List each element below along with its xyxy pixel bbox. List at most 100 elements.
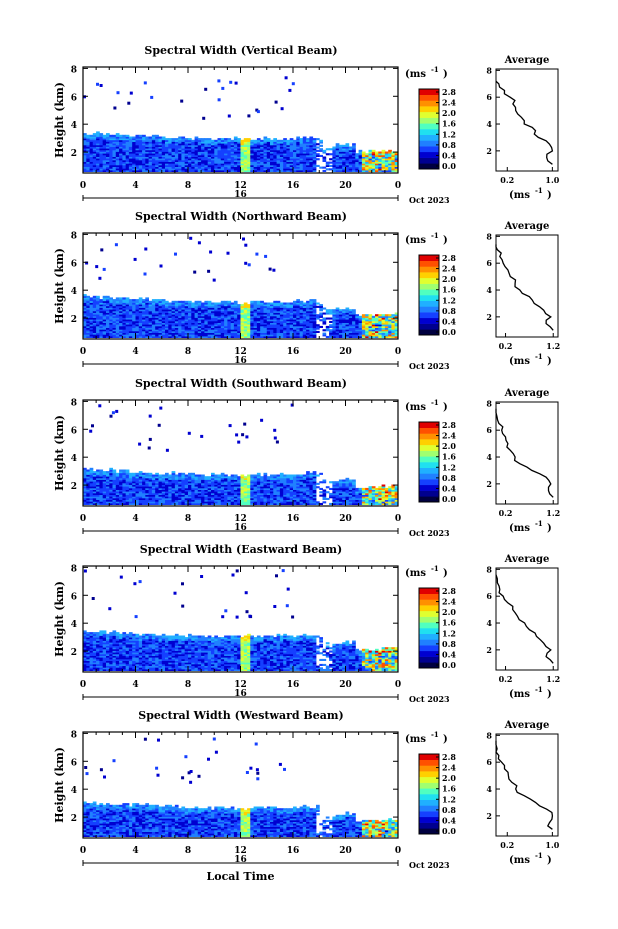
heatmap-cell — [273, 168, 277, 171]
heatmap-cell — [293, 320, 297, 323]
heatmap-cell — [270, 334, 274, 337]
heatmap-cell — [142, 476, 146, 479]
heatmap-cell — [148, 479, 153, 482]
heatmap-cell — [211, 148, 215, 151]
heatmap-cell — [204, 302, 209, 305]
heatmap-cell — [86, 163, 90, 166]
heatmap-cell — [102, 309, 107, 312]
heatmap-cell — [132, 302, 136, 305]
heatmap-cell — [289, 168, 294, 171]
heatmap-cell — [204, 489, 209, 492]
colorbar-swatch — [419, 295, 439, 301]
heatmap-cell — [135, 302, 140, 305]
heatmap-cell — [99, 499, 104, 502]
heatmap-cell — [227, 138, 232, 141]
heatmap-cell — [286, 154, 291, 157]
heatmap-cell — [181, 334, 186, 337]
heatmap-cell — [112, 484, 117, 487]
heatmap-cell — [191, 324, 195, 327]
heatmap-cell — [233, 315, 238, 318]
heatmap-cell — [270, 335, 274, 338]
heatmap-cell — [227, 481, 232, 484]
heatmap-cell — [174, 476, 179, 479]
heatmap-cell — [165, 149, 169, 152]
heatmap-cell — [168, 166, 172, 169]
heatmap-cell — [204, 477, 209, 480]
panel-title: Spectral Width (Southward Beam) — [135, 377, 347, 390]
heatmap-cell — [204, 315, 209, 318]
heatmap-cell — [161, 153, 166, 156]
heatmap-cell — [197, 146, 202, 149]
heatmap-cell — [96, 497, 100, 500]
heatmap-cell — [365, 164, 369, 167]
heatmap-cell — [352, 164, 356, 167]
heatmap-cell — [306, 168, 310, 171]
heatmap-cell — [165, 161, 169, 164]
heatmap-cell — [148, 492, 153, 495]
heatmap-cell — [207, 489, 212, 492]
heatmap-cell — [112, 491, 117, 494]
heatmap-cell — [115, 168, 120, 171]
heatmap-cell — [158, 166, 163, 169]
heatmap-cell — [217, 148, 222, 151]
heatmap-cell — [128, 489, 133, 492]
heatmap-cell — [217, 327, 222, 330]
heatmap-cell — [165, 305, 169, 308]
heatmap-cell — [115, 136, 120, 139]
heatmap-cell — [394, 312, 399, 315]
heatmap-cell — [230, 317, 235, 320]
heatmap-cell — [148, 501, 153, 504]
heatmap-cell — [178, 307, 182, 310]
heatmap-cell — [319, 154, 323, 157]
heatmap-cell — [83, 133, 87, 136]
heatmap-cell — [283, 149, 287, 152]
heatmap-cell — [174, 325, 179, 328]
heatmap-cell — [96, 481, 100, 484]
heatmap-cell — [348, 312, 353, 315]
heatmap-cell — [309, 149, 314, 152]
heatmap-cell — [181, 492, 186, 495]
heatmap-cell — [86, 134, 90, 137]
heatmap-cell — [181, 322, 186, 325]
heatmap-cell — [194, 139, 199, 142]
heatmap-cell — [233, 310, 238, 313]
heatmap-cell — [83, 304, 87, 307]
heatmap-cell — [224, 309, 228, 312]
heatmap-cell — [256, 305, 261, 308]
colorbar-swatch — [419, 140, 439, 147]
heatmap-cell — [158, 479, 163, 482]
heatmap-cell — [106, 133, 110, 136]
heatmap-cell — [135, 168, 140, 171]
heatmap-cell — [125, 494, 130, 497]
heatmap-cell — [115, 324, 120, 327]
heatmap-cell — [358, 151, 363, 154]
heatmap-cell — [184, 307, 189, 310]
heatmap-cell — [214, 332, 218, 335]
heatmap-cell — [89, 497, 94, 500]
heatmap-cell — [83, 315, 87, 318]
heatmap-cell — [197, 149, 202, 152]
heatmap-cell — [138, 330, 143, 333]
heatmap-cell — [106, 161, 110, 164]
heatmap-cell — [286, 309, 291, 312]
heatmap-cell — [171, 305, 176, 308]
heatmap-cell — [250, 156, 254, 159]
heatmap-cell — [302, 330, 307, 333]
heatmap-cell — [237, 320, 241, 323]
heatmap-cell — [338, 149, 343, 152]
heatmap-cell — [174, 497, 179, 500]
heatmap-cell — [309, 304, 314, 307]
heatmap-cell — [338, 151, 343, 154]
heatmap-cell — [83, 297, 87, 300]
heatmap-cell — [296, 320, 300, 323]
heatmap-cell — [348, 317, 353, 320]
heatmap-cell — [355, 163, 359, 166]
heatmap-cell — [293, 334, 297, 337]
heatmap-cell — [112, 329, 117, 332]
heatmap-cell — [299, 325, 304, 328]
heatmap-cell — [184, 305, 189, 308]
heatmap-cell — [165, 141, 169, 144]
heatmap-cell — [276, 166, 281, 169]
heatmap-cell — [142, 489, 146, 492]
heatmap-cell — [217, 494, 222, 497]
